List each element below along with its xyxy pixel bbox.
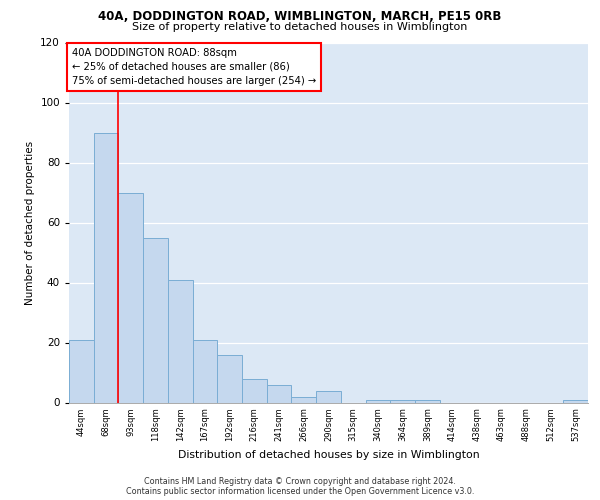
Bar — [217, 354, 242, 403]
Bar — [415, 400, 440, 402]
Text: Contains HM Land Registry data © Crown copyright and database right 2024.: Contains HM Land Registry data © Crown c… — [144, 477, 456, 486]
Text: 40A, DODDINGTON ROAD, WIMBLINGTON, MARCH, PE15 0RB: 40A, DODDINGTON ROAD, WIMBLINGTON, MARCH… — [98, 10, 502, 23]
Bar — [193, 340, 217, 402]
Bar — [118, 192, 143, 402]
X-axis label: Distribution of detached houses by size in Wimblington: Distribution of detached houses by size … — [178, 450, 479, 460]
Bar — [94, 132, 118, 402]
Text: 40A DODDINGTON ROAD: 88sqm
← 25% of detached houses are smaller (86)
75% of semi: 40A DODDINGTON ROAD: 88sqm ← 25% of deta… — [71, 48, 316, 86]
Bar — [365, 400, 390, 402]
Bar — [168, 280, 193, 402]
Bar — [143, 238, 168, 402]
Bar — [69, 340, 94, 402]
Bar — [390, 400, 415, 402]
Bar — [242, 378, 267, 402]
Text: Size of property relative to detached houses in Wimblington: Size of property relative to detached ho… — [133, 22, 467, 32]
Bar — [292, 396, 316, 402]
Y-axis label: Number of detached properties: Number of detached properties — [25, 140, 35, 304]
Bar — [267, 384, 292, 402]
Bar — [316, 390, 341, 402]
Bar — [563, 400, 588, 402]
Text: Contains public sector information licensed under the Open Government Licence v3: Contains public sector information licen… — [126, 487, 474, 496]
